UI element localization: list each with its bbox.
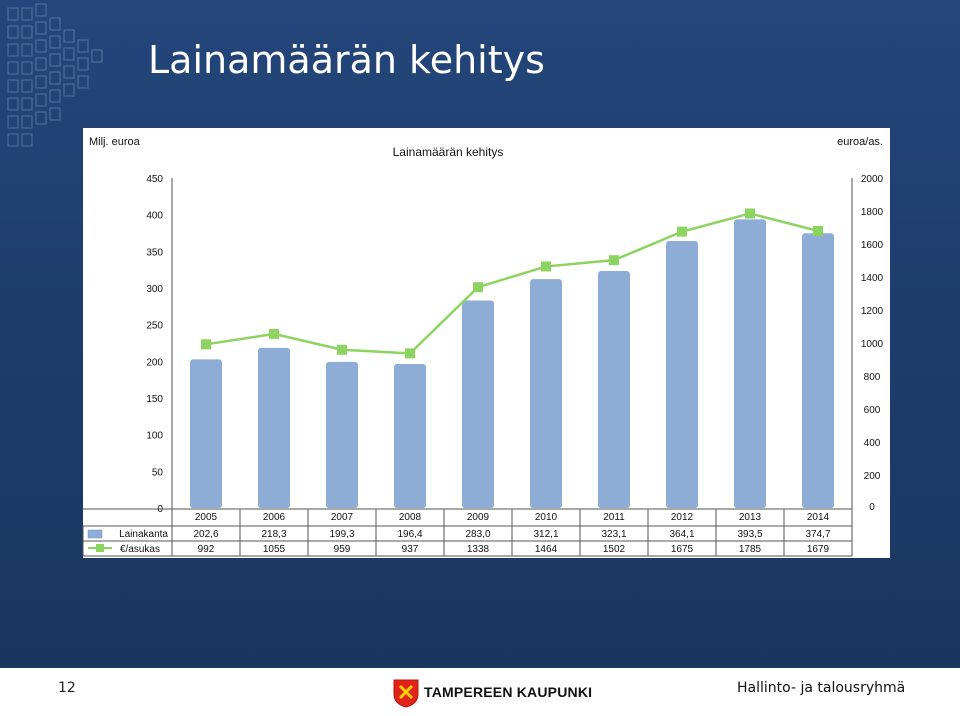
- data-label: 196,4: [397, 529, 422, 540]
- line-point: [813, 225, 823, 236]
- bar: [666, 240, 698, 508]
- x-tick-label: 2009: [467, 512, 490, 523]
- decorative-pattern: [7, 3, 103, 147]
- data-label: 364,1: [669, 529, 694, 540]
- city-crest-icon: [393, 679, 419, 708]
- x-tick-label: 2010: [535, 512, 558, 523]
- y-left-tick-label: 150: [146, 394, 163, 405]
- x-tick-label: 2014: [807, 512, 830, 523]
- line-point: [405, 348, 415, 359]
- data-table: 2005 2006 2007 2008 2009 2010 2011 2012 2013 2014…: [82, 508, 853, 557]
- data-label: 1464: [535, 544, 558, 555]
- y-left-tick-label: 450: [146, 174, 163, 185]
- x-tick-label: 2005: [195, 512, 218, 523]
- page-number: 12: [58, 680, 76, 696]
- bar-series: [190, 219, 834, 508]
- y-right-tick-label: 2000: [861, 174, 884, 185]
- y-right-tick-label: 0: [869, 502, 875, 513]
- bar: [530, 279, 562, 508]
- y-left-tick-label: 100: [146, 431, 163, 442]
- series-line: [205, 212, 819, 355]
- y-left-tick-label: 400: [146, 211, 163, 222]
- legend-label-lainakanta: Lainakanta: [119, 529, 168, 540]
- y-right-tick-label: 800: [864, 372, 881, 383]
- y-right-tick-label: 600: [864, 405, 881, 416]
- y-right-tick-label: 1400: [861, 273, 884, 284]
- bar: [802, 233, 834, 508]
- data-label: 218,3: [261, 529, 286, 540]
- y-right-tick-label: 200: [864, 471, 881, 482]
- y-left-tick-label: 250: [146, 321, 163, 332]
- legend-label-asukas: €/asukas: [120, 544, 160, 555]
- line-point: [337, 344, 347, 355]
- bar: [462, 300, 494, 508]
- data-label: 312,1: [533, 529, 558, 540]
- slide-title: Lainamäärän kehitys: [148, 38, 545, 82]
- data-label: 959: [334, 544, 351, 555]
- bar: [734, 219, 766, 508]
- x-tick-label: 2007: [331, 512, 354, 523]
- bar: [394, 363, 426, 508]
- line-point: [745, 208, 755, 219]
- bar: [326, 361, 358, 508]
- data-label: 1785: [739, 544, 762, 555]
- data-label: 1055: [263, 544, 286, 555]
- y-left-tick-label: 350: [146, 247, 163, 258]
- data-label: 992: [198, 544, 215, 555]
- department-name: Hallinto- ja talousryhmä: [737, 680, 906, 696]
- y-right-tick-label: 400: [864, 438, 881, 449]
- bar: [190, 359, 222, 508]
- data-label: 374,7: [805, 529, 830, 540]
- chart-title: Lainamäärän kehitys: [393, 145, 504, 159]
- line-point: [677, 226, 687, 237]
- y-left-tick-label: 50: [152, 467, 164, 478]
- footer: 12: [0, 668, 960, 716]
- y-right-axis: 0 200 400 600 800 1000 1200 1400 1600 1800 2000: [861, 174, 884, 513]
- legend-swatch-bar: [87, 529, 103, 539]
- line-point: [609, 255, 619, 266]
- x-tick-label: 2008: [399, 512, 422, 523]
- data-label: 1675: [671, 544, 694, 555]
- y-left-axis-label: Milj. euroa: [89, 136, 141, 148]
- x-tick-label: 2011: [603, 512, 625, 523]
- y-right-tick-label: 1800: [861, 207, 884, 218]
- y-right-tick-label: 1200: [861, 306, 884, 317]
- line-point: [473, 282, 483, 293]
- bar: [598, 271, 630, 508]
- chart: Milj. euroa Lainamäärän kehitys euroa/as…: [82, 136, 884, 557]
- data-label: 199,3: [329, 529, 354, 540]
- data-label: 1338: [467, 544, 490, 555]
- line-point: [541, 261, 551, 272]
- y-left-tick-label: 200: [146, 357, 163, 368]
- legend-swatch-marker: [96, 544, 104, 552]
- data-label: 1502: [603, 544, 626, 555]
- data-label: 1679: [807, 544, 830, 555]
- data-label: 283,0: [465, 529, 490, 540]
- y-right-tick-label: 1000: [861, 339, 884, 350]
- organization-name: TAMPEREEN KAUPUNKI: [424, 684, 593, 700]
- data-label: 202,6: [193, 529, 218, 540]
- line-point: [201, 339, 211, 350]
- y-left-tick-label: 300: [146, 284, 163, 295]
- y-right-tick-label: 1600: [861, 240, 884, 251]
- line-series: [201, 208, 823, 359]
- y-left-axis: 050100150200250300350400450: [146, 174, 163, 515]
- data-label: 323,1: [601, 529, 626, 540]
- data-label: 937: [402, 544, 419, 555]
- y-right-axis-label: euroa/as.: [837, 136, 883, 148]
- x-tick-label: 2012: [671, 512, 694, 523]
- data-label: 393,5: [737, 529, 762, 540]
- x-tick-label: 2013: [739, 512, 762, 523]
- x-tick-label: 2006: [263, 512, 286, 523]
- bar: [258, 347, 290, 508]
- line-point: [269, 328, 279, 339]
